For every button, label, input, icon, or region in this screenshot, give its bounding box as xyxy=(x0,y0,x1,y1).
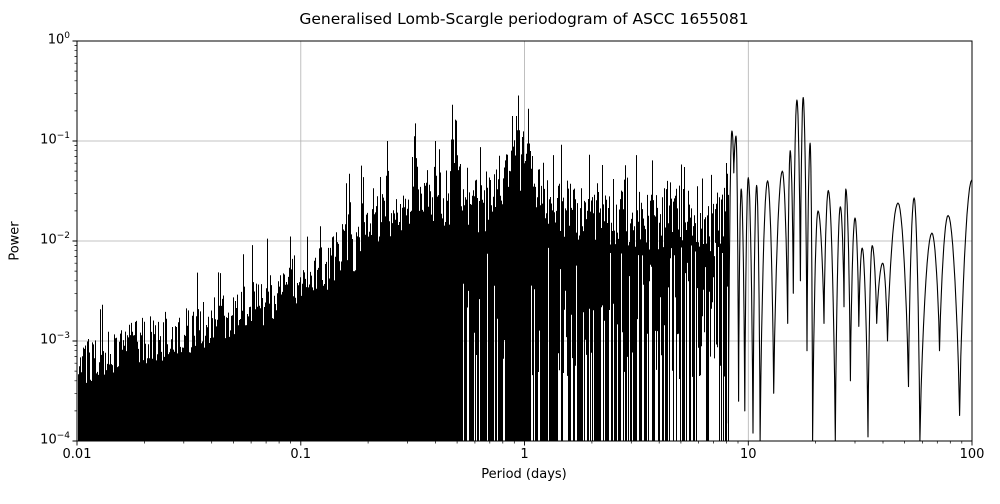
x-tick-label: 1 xyxy=(520,447,529,462)
major-ticks xyxy=(72,40,973,446)
y-tick-label: 10−2 xyxy=(40,231,70,248)
minor-ticks xyxy=(74,45,963,444)
y-tick-label: 10−3 xyxy=(40,331,70,348)
x-axis-label: Period (days) xyxy=(481,467,567,482)
x-tick-label: 100 xyxy=(959,447,985,462)
chart-title: Generalised Lomb-Scargle periodogram of … xyxy=(299,10,749,28)
y-tick-label: 100 xyxy=(47,31,70,48)
y-tick-label: 10−4 xyxy=(40,431,70,448)
plot-border xyxy=(76,40,973,442)
y-tick-label: 10−1 xyxy=(40,131,70,148)
x-tick-label: 0.1 xyxy=(290,447,312,462)
periodogram-lobe-series xyxy=(727,96,973,442)
periodogram-dense-series xyxy=(78,95,729,441)
x-tick-label: 10 xyxy=(739,447,757,462)
x-tick-label: 0.01 xyxy=(62,447,92,462)
